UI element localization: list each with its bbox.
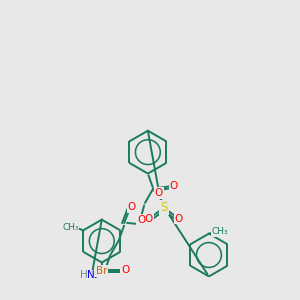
Text: Br: Br xyxy=(96,266,107,276)
Text: CH₃: CH₃ xyxy=(62,223,79,232)
Text: HN: HN xyxy=(82,270,98,280)
Text: S: S xyxy=(160,201,168,214)
Text: H: H xyxy=(80,270,87,280)
Text: O: O xyxy=(175,214,183,224)
Text: O: O xyxy=(145,214,153,224)
Text: O: O xyxy=(121,265,130,275)
Text: O: O xyxy=(128,202,136,212)
Text: O: O xyxy=(137,214,146,225)
Text: CH₃: CH₃ xyxy=(211,227,228,236)
Text: O: O xyxy=(169,182,178,191)
Text: N: N xyxy=(87,270,95,280)
Text: O: O xyxy=(154,188,163,198)
